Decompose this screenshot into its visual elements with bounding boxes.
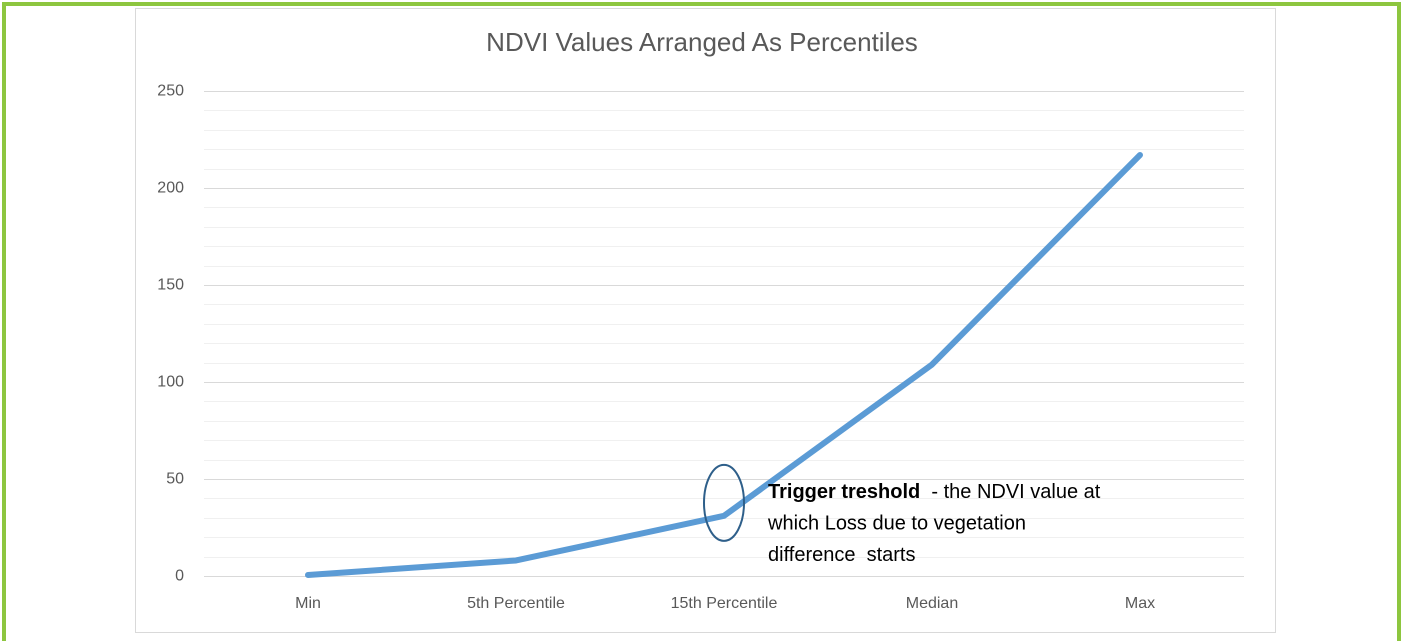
grid xyxy=(204,91,1244,577)
annotation-text: Trigger treshold - the NDVI value at whic… xyxy=(767,481,1101,566)
x-tick-label: 5th Percentile xyxy=(467,595,565,612)
x-tick-label: Max xyxy=(1125,595,1155,612)
x-tick-label: Median xyxy=(906,595,958,612)
y-tick-label: 100 xyxy=(157,374,184,391)
annotation-line: difference starts xyxy=(768,544,915,566)
data-line xyxy=(305,152,1143,579)
y-tick-label: 200 xyxy=(157,180,184,197)
y-tick-label: 250 xyxy=(157,83,184,100)
x-tick-label: Min xyxy=(295,595,321,612)
y-tick-label: 50 xyxy=(166,471,184,488)
x-tick-label: 15th Percentile xyxy=(671,595,778,612)
marks xyxy=(305,152,1143,579)
y-tick-label: 0 xyxy=(175,568,184,585)
chart-title: NDVI Values Arranged As Percentiles xyxy=(486,27,918,57)
annotation-line: which Loss due to vegetation xyxy=(767,513,1026,535)
annotation-line: - the NDVI value at xyxy=(920,481,1101,503)
annotation-ellipse xyxy=(703,463,745,542)
chart-area xyxy=(135,8,1276,633)
annotation-bold: Trigger treshold xyxy=(768,481,920,503)
y-tick-label: 150 xyxy=(157,277,184,294)
